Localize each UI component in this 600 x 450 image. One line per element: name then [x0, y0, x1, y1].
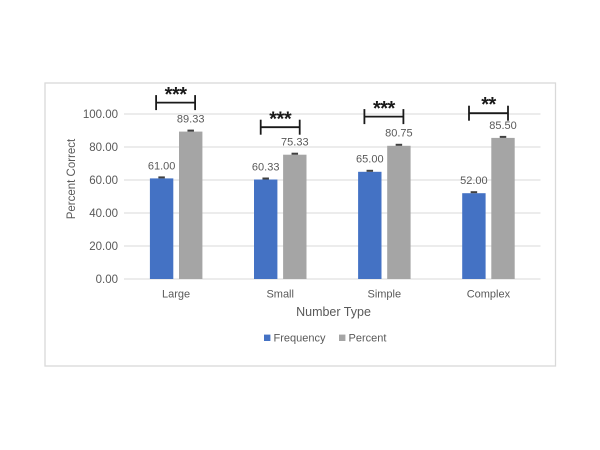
svg-text:***: *** [269, 109, 292, 131]
svg-text:60.00: 60.00 [89, 175, 118, 187]
svg-text:***: *** [373, 98, 396, 120]
svg-text:Large: Large [162, 288, 190, 300]
svg-text:Percent: Percent [349, 333, 387, 345]
svg-text:52.00: 52.00 [460, 175, 488, 187]
svg-text:Percent Correct: Percent Correct [66, 138, 78, 219]
svg-text:85.50: 85.50 [489, 120, 517, 132]
svg-text:20.00: 20.00 [89, 241, 118, 253]
svg-text:Complex: Complex [467, 288, 511, 300]
svg-text:60.33: 60.33 [252, 161, 280, 173]
svg-text:40.00: 40.00 [89, 208, 118, 220]
svg-text:Number Type: Number Type [296, 305, 371, 319]
svg-text:65.00: 65.00 [356, 154, 384, 166]
svg-text:80.75: 80.75 [385, 128, 413, 140]
svg-text:61.00: 61.00 [148, 160, 176, 172]
svg-text:**: ** [481, 94, 496, 116]
svg-text:100.00: 100.00 [83, 109, 118, 121]
svg-text:75.33: 75.33 [281, 137, 309, 149]
svg-text:Small: Small [266, 288, 294, 300]
svg-text:Frequency: Frequency [274, 333, 326, 345]
svg-text:Simple: Simple [367, 288, 401, 300]
svg-text:89.33: 89.33 [177, 114, 205, 126]
svg-text:0.00: 0.00 [96, 274, 118, 286]
svg-text:80.00: 80.00 [89, 142, 118, 154]
svg-text:***: *** [165, 84, 188, 106]
